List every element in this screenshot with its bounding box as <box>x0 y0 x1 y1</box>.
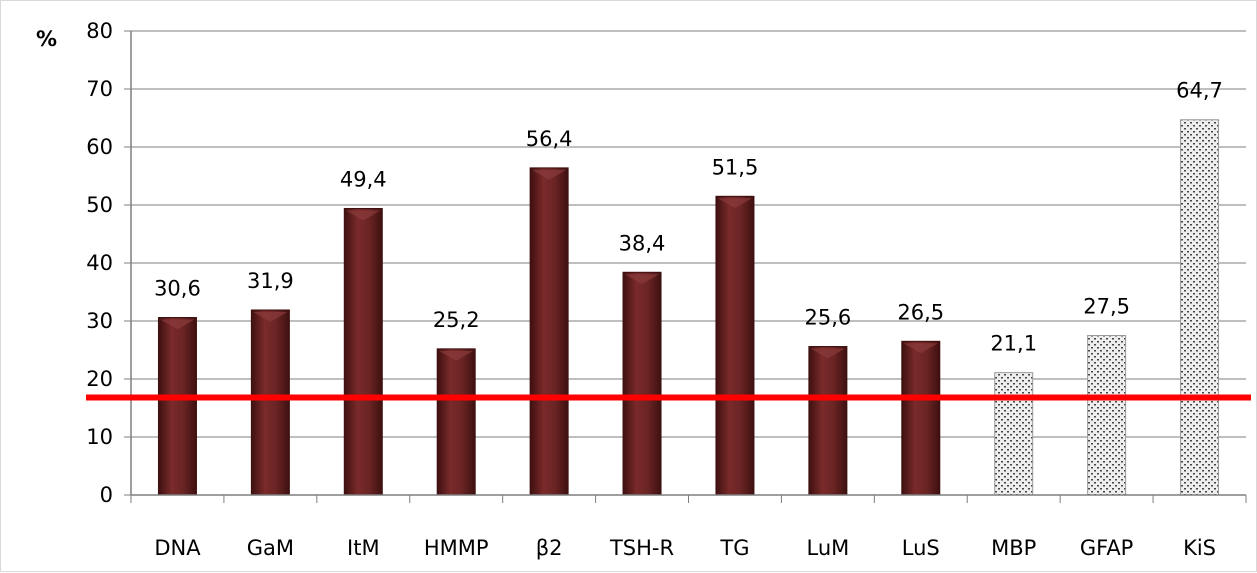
bar-gam <box>250 309 290 496</box>
x-tick-label: MBP <box>991 536 1036 560</box>
data-label: 25,6 <box>804 306 851 330</box>
y-tick-label: 40 <box>86 251 113 275</box>
data-label: 25,2 <box>433 308 480 332</box>
bar-bevel <box>439 350 474 361</box>
x-tick-label: TSH-R <box>609 536 674 560</box>
y-tick-label: 30 <box>86 309 113 333</box>
bars <box>157 119 1220 496</box>
data-label: 51,5 <box>712 155 759 179</box>
x-tick-label: TG <box>719 536 749 560</box>
axes <box>130 31 1247 503</box>
bar-bevel <box>160 319 195 330</box>
bar-bevel <box>903 343 938 354</box>
data-label: 38,4 <box>619 231 666 255</box>
y-tick-label: 70 <box>86 77 113 101</box>
bar-bevel <box>810 348 845 359</box>
bar-tsh-r <box>622 271 662 496</box>
gridlines <box>124 30 1246 496</box>
bar-lus <box>901 340 941 496</box>
data-label: 49,4 <box>340 167 387 191</box>
bar-lum <box>808 346 848 496</box>
y-axis-tick-labels: 0 10 20 30 40 50 60 70 80 <box>86 19 113 507</box>
bar-gfap <box>1087 335 1127 496</box>
data-label: 56,4 <box>526 127 573 151</box>
data-label: 26,5 <box>897 300 944 324</box>
bar-bevel <box>532 169 567 180</box>
data-label: 21,1 <box>990 332 1037 356</box>
data-labels: 30,6 31,9 49,4 25,2 56,4 38,4 51,5 25,6 26,5 21,1… <box>154 79 1223 356</box>
x-tick-label: GaM <box>247 536 294 560</box>
bar-hmmp <box>436 348 476 496</box>
y-tick-label: 60 <box>86 135 113 159</box>
y-tick-label: 80 <box>86 19 113 43</box>
data-label: 30,6 <box>154 277 201 301</box>
y-tick-label: 20 <box>86 367 113 391</box>
data-label: 27,5 <box>1083 295 1130 319</box>
x-tick-label: LuS <box>902 536 940 560</box>
data-label: 31,9 <box>247 269 294 293</box>
data-label: 64,7 <box>1176 79 1223 103</box>
bar-itm <box>343 207 383 496</box>
bar-tg <box>715 195 755 496</box>
bar-β2 <box>529 167 569 496</box>
x-tick-label: DNA <box>154 536 201 560</box>
y-axis-unit-label: % <box>36 27 57 51</box>
x-tick-label: GFAP <box>1080 536 1133 560</box>
x-tick-label: LuM <box>806 536 849 560</box>
bar-kis <box>1180 119 1220 496</box>
x-tick-label: HMMP <box>424 536 489 560</box>
bar-bevel <box>717 198 752 209</box>
x-tick-label: KiS <box>1183 536 1216 560</box>
bar-bevel <box>253 311 288 322</box>
y-tick-label: 50 <box>86 193 113 217</box>
y-tick-label: 0 <box>100 483 113 507</box>
bar-bevel <box>625 274 660 285</box>
bar-bevel <box>346 210 381 221</box>
x-tick-label: ItM <box>347 536 380 560</box>
x-tick-label: β2 <box>536 536 563 560</box>
bar-dna <box>157 317 197 496</box>
bar-mbp <box>994 372 1034 496</box>
y-tick-label: 10 <box>86 425 113 449</box>
x-axis-category-labels: DNA GaM ItM HMMP β2 TSH-R TG LuM LuS MBP GFAP KiS <box>154 536 1216 560</box>
